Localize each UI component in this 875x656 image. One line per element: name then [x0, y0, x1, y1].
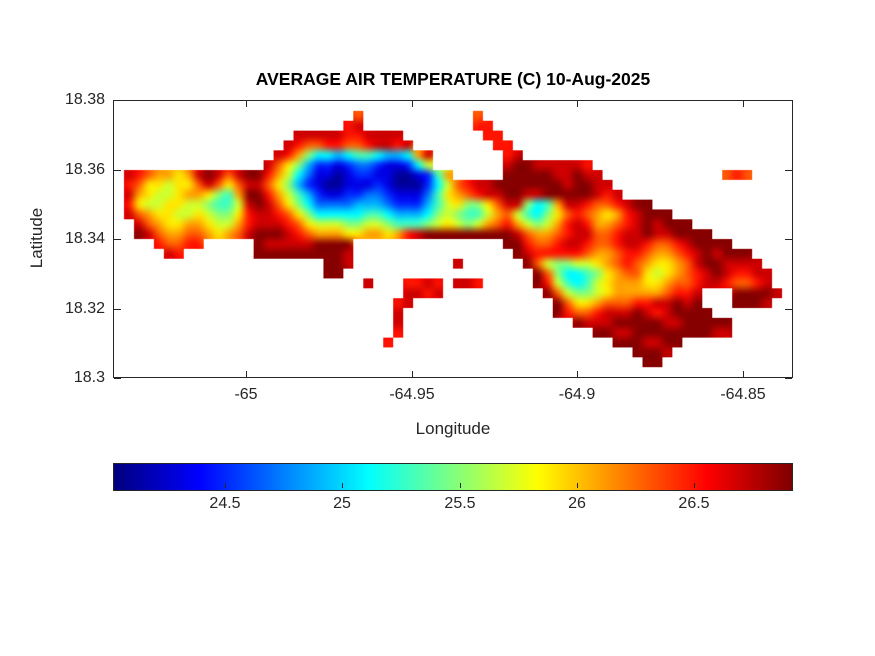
- x-tick-label: -64.9: [558, 386, 596, 403]
- colorbar-tick: [342, 483, 343, 488]
- colorbar-tick-label: 25.5: [444, 495, 476, 512]
- y-tick-right: [785, 239, 792, 240]
- heatmap-canvas: [114, 101, 792, 377]
- y-tick-label: 18.36: [64, 161, 105, 178]
- colorbar-tick-label: 24.5: [209, 495, 241, 512]
- colorbar-tick: [694, 483, 695, 488]
- chart-title: AVERAGE AIR TEMPERATURE (C) 10-Aug-2025: [255, 69, 651, 89]
- y-tick-label: 18.34: [64, 230, 105, 247]
- y-tick: [114, 170, 121, 171]
- y-tick-right: [785, 170, 792, 171]
- colorbar-tick-label: 26.5: [678, 495, 710, 512]
- colorbar: [113, 463, 793, 491]
- x-tick-top: [577, 101, 578, 107]
- y-tick-label: 18.32: [64, 300, 105, 317]
- x-tick: [743, 371, 744, 377]
- x-tick-top: [412, 101, 413, 107]
- x-tick-top: [246, 101, 247, 107]
- x-tick-label: -65: [234, 386, 258, 403]
- x-axis-label: Longitude: [415, 419, 491, 438]
- y-tick-label: 18.3: [73, 369, 105, 386]
- x-tick: [412, 371, 413, 377]
- colorbar-tick: [225, 483, 226, 488]
- x-tick-label: -64.85: [720, 386, 766, 403]
- y-tick-right: [785, 100, 792, 101]
- colorbar-tick: [577, 483, 578, 488]
- x-tick-top: [743, 101, 744, 107]
- x-tick-label: -64.95: [389, 386, 435, 403]
- colorbar-tick-label: 25: [333, 495, 351, 512]
- plot-area: [113, 100, 793, 378]
- y-tick-label: 18.38: [64, 91, 105, 108]
- y-tick: [114, 100, 121, 101]
- y-tick: [114, 378, 121, 379]
- y-tick-right: [785, 378, 792, 379]
- y-axis-label: Latitude: [27, 207, 46, 269]
- x-tick: [246, 371, 247, 377]
- colorbar-canvas: [114, 464, 792, 490]
- y-tick: [114, 309, 121, 310]
- y-tick: [114, 239, 121, 240]
- y-tick-right: [785, 309, 792, 310]
- colorbar-tick-label: 26: [568, 495, 586, 512]
- x-tick: [577, 371, 578, 377]
- colorbar-tick: [460, 483, 461, 488]
